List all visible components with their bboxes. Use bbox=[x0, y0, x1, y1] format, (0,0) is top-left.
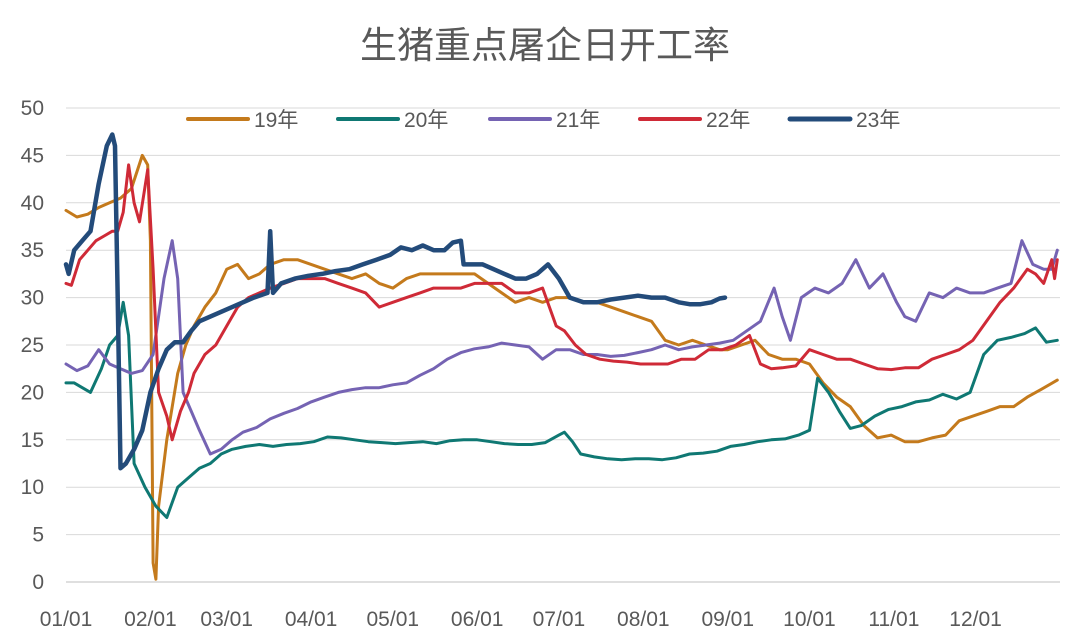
legend-label: 22年 bbox=[706, 109, 750, 132]
x-tick-label: 01/01 bbox=[40, 608, 93, 631]
y-axis-ticks: 0 5 10 15 20 25 30 35 40 45 50 bbox=[21, 97, 44, 594]
series-line-3 bbox=[64, 239, 1059, 456]
y-tick-label: 15 bbox=[21, 429, 44, 452]
legend-label: 19年 bbox=[254, 109, 298, 132]
x-tick-label: 05/01 bbox=[367, 608, 420, 631]
x-tick-label: 08/01 bbox=[617, 608, 670, 631]
legend-label: 20年 bbox=[404, 109, 448, 132]
series-line-1 bbox=[64, 153, 1059, 581]
series-lines bbox=[63, 132, 1059, 581]
x-tick-label: 06/01 bbox=[451, 608, 504, 631]
y-tick-label: 10 bbox=[21, 476, 44, 499]
y-tick-label: 50 bbox=[21, 97, 44, 120]
x-tick-label: 09/01 bbox=[701, 608, 754, 631]
series-line-5 bbox=[63, 132, 728, 471]
x-tick-label: 02/01 bbox=[124, 608, 177, 631]
x-tick-label: 07/01 bbox=[533, 608, 586, 631]
series-line-2 bbox=[64, 300, 1059, 519]
x-tick-label: 04/01 bbox=[285, 608, 338, 631]
legend-label: 23年 bbox=[856, 109, 900, 132]
y-tick-label: 5 bbox=[32, 524, 44, 547]
y-tick-label: 40 bbox=[21, 192, 44, 215]
y-tick-label: 20 bbox=[21, 381, 44, 404]
y-tick-label: 25 bbox=[21, 334, 44, 357]
legend: 19年 20年 21年 22年 23年 bbox=[186, 109, 900, 132]
y-tick-label: 35 bbox=[21, 239, 44, 262]
x-tick-label: 03/01 bbox=[200, 608, 253, 631]
x-tick-label: 12/01 bbox=[949, 608, 1002, 631]
chart-title: 生猪重点屠企日开工率 bbox=[360, 24, 730, 67]
y-tick-label: 30 bbox=[21, 287, 44, 310]
x-tick-label: 10/01 bbox=[783, 608, 836, 631]
y-tick-label: 45 bbox=[21, 144, 44, 167]
series-line-4 bbox=[64, 163, 1059, 442]
gridlines bbox=[66, 107, 1060, 583]
x-tick-label: 11/01 bbox=[868, 608, 919, 631]
x-axis-ticks: 01/01 02/01 03/01 04/01 05/01 06/01 07/01 08/01… bbox=[40, 608, 1002, 631]
y-tick-label: 0 bbox=[32, 571, 44, 594]
legend-label: 21年 bbox=[556, 109, 600, 132]
